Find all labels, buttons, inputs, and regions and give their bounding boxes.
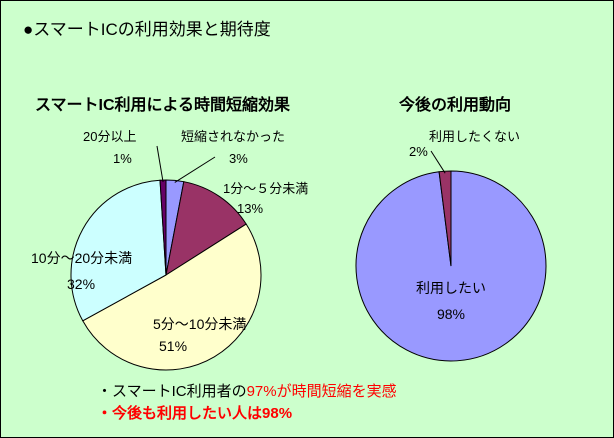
- summary-line-1-prefix: スマートIC利用者の: [112, 383, 247, 400]
- time-saving-chart-title: スマートIC利用による時間短縮効果: [35, 97, 291, 114]
- pie2-slice-1: [438, 170, 452, 267]
- pie1-value-3: 32%: [67, 276, 95, 292]
- pie1-value-4: 1%: [113, 151, 132, 166]
- pie2-label-0: 利用したい: [416, 280, 486, 296]
- pie1-value-1: 13%: [237, 201, 263, 216]
- pie1-slice-1: [165, 181, 247, 277]
- summary-line-2: ・今後も利用したい人は98%: [97, 403, 397, 425]
- pie1-label-2: 5分～10分未満: [153, 316, 246, 332]
- summary-line-1-highlight: 97%が時間短縮を実感: [246, 383, 397, 400]
- usage-intent-chart-title: 今後の利用動向: [399, 97, 512, 114]
- pie1-slice-3: [70, 179, 167, 322]
- pie1-leader-4: [156, 145, 164, 183]
- main-title-text: スマートICの利用効果と期待度: [33, 20, 271, 39]
- pie1-label-1: 1分～５分未満: [223, 181, 308, 196]
- pie2-value-1: 2%: [409, 144, 428, 159]
- pie1-leader-0: [174, 156, 216, 183]
- pie2-label-1: 利用したくない: [429, 129, 520, 144]
- pie1-label-4: 20分以上: [83, 129, 136, 144]
- pie2-leader-1: [430, 150, 446, 174]
- summary-line-1: ・スマートIC利用者の97%が時間短縮を実感: [97, 381, 397, 403]
- pie1-slice-2: [82, 223, 262, 371]
- title-bullet: ●: [23, 20, 34, 39]
- summary-bullet-2: ・: [97, 405, 113, 422]
- main-title: ●スマートICの利用効果と期待度: [23, 15, 271, 40]
- pie2-value-0: 98%: [437, 306, 465, 322]
- pie1-label-0: 短縮されなかった: [181, 129, 285, 144]
- summary-line-2-text: 今後も利用したい人は98%: [112, 405, 293, 422]
- summary: ・スマートIC利用者の97%が時間短縮を実感 ・今後も利用したい人は98%: [97, 381, 397, 425]
- summary-bullet-1: ・: [97, 383, 113, 400]
- pie1-label-3: 10分～20分未満: [31, 250, 132, 266]
- pie1-value-0: 3%: [229, 151, 248, 166]
- pie1-value-2: 51%: [159, 338, 187, 354]
